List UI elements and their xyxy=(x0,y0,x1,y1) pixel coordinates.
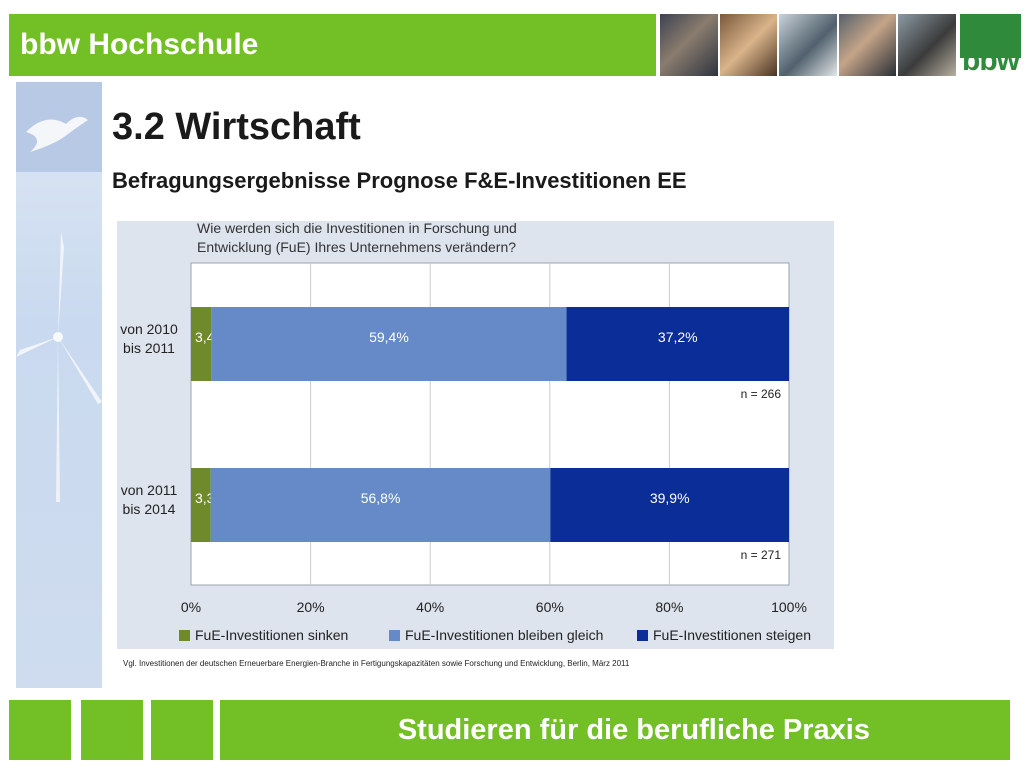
sample-size-label: n = 271 xyxy=(741,548,782,562)
footer-square xyxy=(81,700,143,760)
bar-segment xyxy=(191,307,212,381)
seagull-icon xyxy=(26,116,88,152)
legend-swatch xyxy=(179,630,190,641)
stacked-bar-chart: 0% 20% 40% 60% 80% 100% Wie werden sich die In… xyxy=(120,221,811,643)
legend-swatch xyxy=(389,630,400,641)
category-label: bis 2011 xyxy=(123,340,175,356)
bar-segment xyxy=(550,468,789,542)
category-label: bis 2014 xyxy=(123,501,176,517)
bar-segment xyxy=(210,468,551,542)
data-label: 56,8% xyxy=(361,490,401,506)
bar-segment xyxy=(566,307,789,381)
legend-label: FuE-Investitionen bleiben gleich xyxy=(405,627,603,643)
slide-title: 3.2 Wirtschaft xyxy=(112,106,361,148)
logo-text: bbw xyxy=(962,44,1020,76)
x-tick-label: 60% xyxy=(536,599,564,615)
chart-title-line: Entwicklung (FuE) Ihres Unternehmens ver… xyxy=(197,239,516,255)
student-photo xyxy=(660,14,718,76)
slide-subtitle: Befragungsergebnisse Prognose F&E-Invest… xyxy=(112,168,687,193)
footer-square xyxy=(151,700,213,760)
wind-turbine-illustration xyxy=(16,82,102,502)
x-tick-label: 100% xyxy=(771,599,807,615)
x-tick-label: 80% xyxy=(655,599,683,615)
student-photo xyxy=(779,14,837,76)
data-label: 37,2% xyxy=(658,329,698,345)
sample-size-label: n = 266 xyxy=(741,387,782,401)
bar-segment xyxy=(191,468,211,542)
header-bar: bbw Hochschule xyxy=(9,14,656,76)
category-label: von 2011 xyxy=(121,482,178,498)
source-note: Vgl. Investitionen der deutschen Erneuer… xyxy=(123,659,630,668)
brand-name: bbw Hochschule xyxy=(20,28,259,61)
x-tick-label: 0% xyxy=(181,599,201,615)
legend-label: FuE-Investitionen sinken xyxy=(195,627,348,643)
chart-title-line: Wie werden sich die Investitionen in For… xyxy=(197,221,517,236)
legend-label: FuE-Investitionen steigen xyxy=(653,627,811,643)
student-photo xyxy=(898,14,956,76)
data-label: 39,9% xyxy=(650,490,690,506)
x-tick-label: 40% xyxy=(416,599,444,615)
bar-segment xyxy=(211,307,567,381)
legend-swatch xyxy=(637,630,648,641)
footer-slogan: Studieren für die berufliche Praxis xyxy=(397,714,870,746)
x-tick-label: 20% xyxy=(297,599,325,615)
chart-container: 0% 20% 40% 60% 80% 100% Wie werden sich die In… xyxy=(117,221,834,649)
data-label: 59,4% xyxy=(369,329,409,345)
student-photo xyxy=(838,14,897,76)
photo-strip xyxy=(660,14,958,76)
student-photo xyxy=(719,14,778,76)
side-image-panel xyxy=(16,82,102,688)
bbw-logo: bbw xyxy=(960,14,1021,76)
footer-square xyxy=(9,700,71,760)
category-label: von 2010 xyxy=(120,321,178,337)
footer-bar: Studieren für die berufliche Praxis xyxy=(220,700,1010,760)
